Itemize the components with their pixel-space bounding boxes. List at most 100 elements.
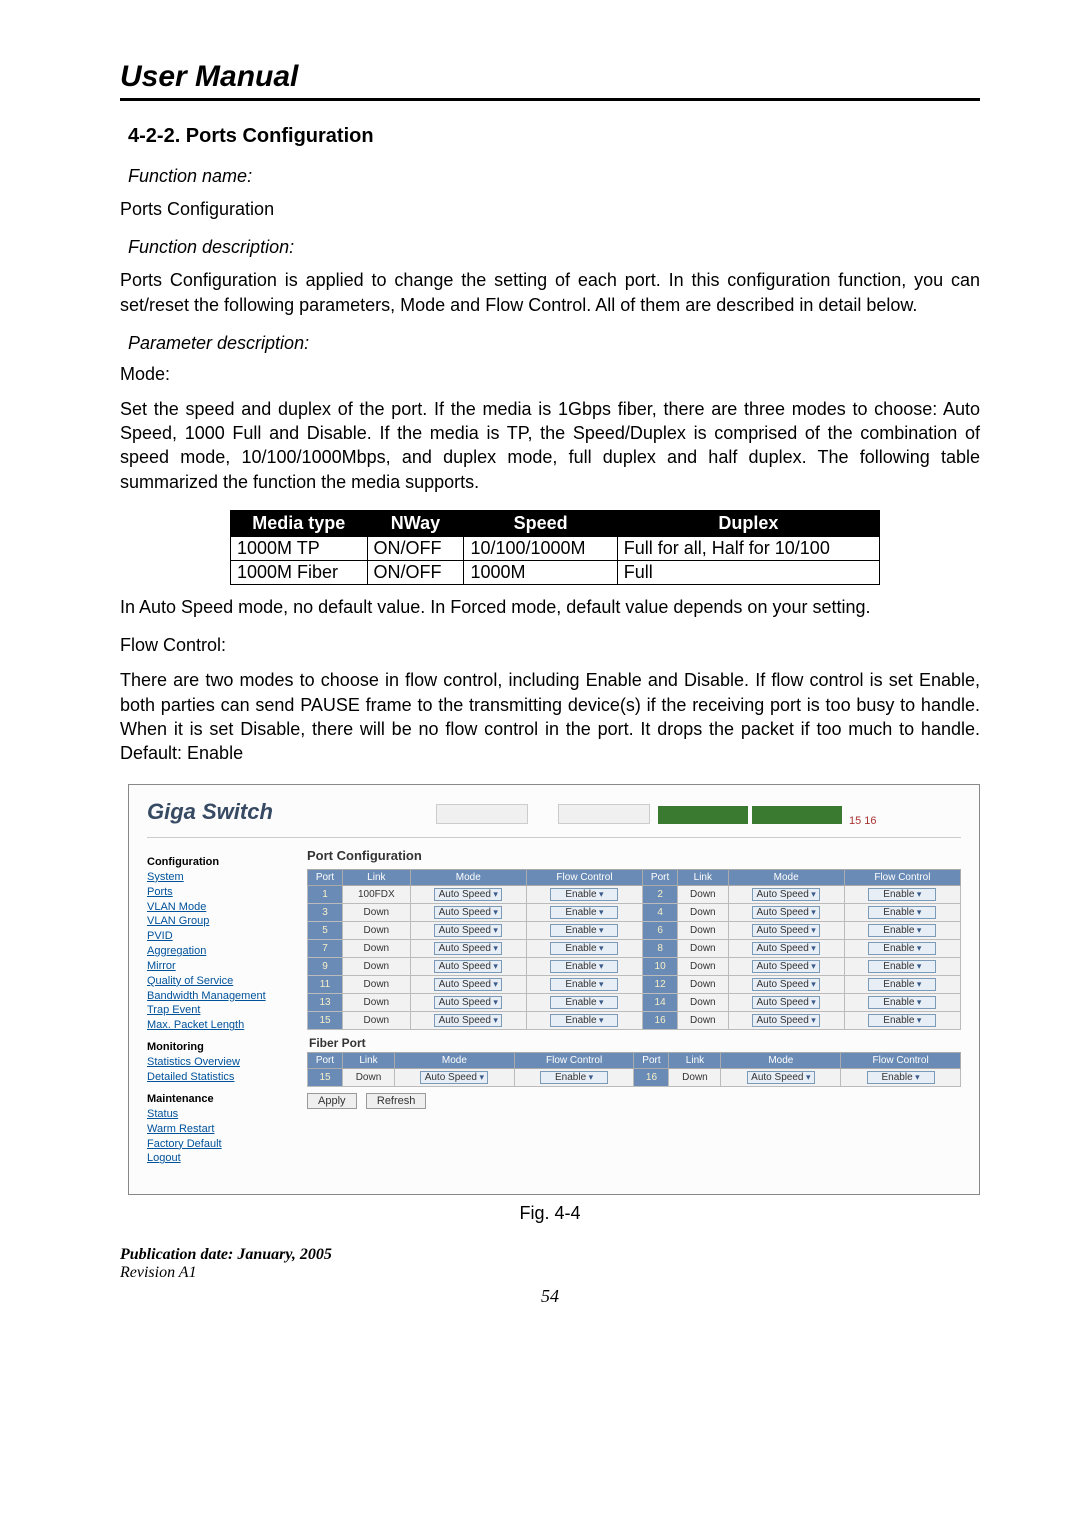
sidebar-link-max-packet[interactable]: Max. Packet Length	[147, 1018, 297, 1033]
mode-cell[interactable]: Auto Speed	[410, 993, 526, 1011]
port-number: 10	[643, 957, 678, 975]
main-area: Port Configuration Port Link Mode Flow C…	[307, 848, 961, 1109]
sidebar-link-mirror[interactable]: Mirror	[147, 959, 297, 974]
sidebar-link-ports[interactable]: Ports	[147, 885, 297, 900]
sidebar-link-vlan-mode[interactable]: VLAN Mode	[147, 900, 297, 915]
mode-cell[interactable]: Auto Speed	[728, 957, 844, 975]
revision: Revision A1	[120, 1264, 980, 1282]
link-cell: Down	[678, 885, 728, 903]
link-cell: Down	[343, 957, 411, 975]
mode-cell[interactable]: Auto Speed	[728, 903, 844, 921]
flow-cell[interactable]: Enable	[844, 993, 960, 1011]
port-row: 1100FDXAuto SpeedEnable2DownAuto SpeedEn…	[308, 885, 961, 903]
port-number: 7	[308, 939, 343, 957]
sidebar-link-aggregation[interactable]: Aggregation	[147, 944, 297, 959]
link-cell: Down	[678, 1011, 728, 1029]
flow-cell[interactable]: Enable	[844, 885, 960, 903]
port-row: 5DownAuto SpeedEnable6DownAuto SpeedEnab…	[308, 921, 961, 939]
sidebar-link-warm-restart[interactable]: Warm Restart	[147, 1122, 297, 1137]
mode-cell[interactable]: Auto Speed	[728, 885, 844, 903]
link-cell: Down	[343, 1068, 395, 1086]
link-cell: Down	[678, 903, 728, 921]
sidebar-maintenance-header: Maintenance	[147, 1093, 297, 1105]
flow-cell[interactable]: Enable	[526, 903, 642, 921]
sidebar-link-vlan-group[interactable]: VLAN Group	[147, 914, 297, 929]
mode-cell[interactable]: Auto Speed	[410, 903, 526, 921]
flow-cell[interactable]: Enable	[844, 939, 960, 957]
flow-cell[interactable]: Enable	[526, 921, 642, 939]
th-link: Link	[343, 1052, 395, 1068]
th-mode: Mode	[410, 869, 526, 885]
sidebar-link-status[interactable]: Status	[147, 1107, 297, 1122]
sidebar-link-trap-event[interactable]: Trap Event	[147, 1003, 297, 1018]
mode-cell[interactable]: Auto Speed	[721, 1068, 841, 1086]
screenshot-port-config: Giga Switch 15 16 Configuration System P…	[128, 784, 980, 1196]
th-port: Port	[308, 1052, 343, 1068]
th-mode: Mode	[721, 1052, 841, 1068]
flow-cell[interactable]: Enable	[526, 939, 642, 957]
port-number: 15	[308, 1068, 343, 1086]
th-mode: Mode	[728, 869, 844, 885]
mode-cell[interactable]: Auto Speed	[410, 885, 526, 903]
port-number: 11	[308, 975, 343, 993]
mode-cell[interactable]: Auto Speed	[728, 1011, 844, 1029]
port-number: 8	[643, 939, 678, 957]
flow-cell[interactable]: Enable	[526, 993, 642, 1011]
sidebar-link-detailed-stats[interactable]: Detailed Statistics	[147, 1070, 297, 1085]
flow-cell[interactable]: Enable	[526, 975, 642, 993]
mode-cell[interactable]: Auto Speed	[728, 993, 844, 1011]
sidebar-link-factory-default[interactable]: Factory Default	[147, 1137, 297, 1152]
apply-button[interactable]: Apply	[307, 1093, 357, 1109]
sidebar-link-stats-overview[interactable]: Statistics Overview	[147, 1055, 297, 1070]
port-row: 15DownAuto SpeedEnable16DownAuto SpeedEn…	[308, 1011, 961, 1029]
function-desc-label: Function description:	[128, 237, 980, 258]
media-cell: Full for all, Half for 10/100	[617, 537, 879, 561]
flow-cell[interactable]: Enable	[841, 1068, 961, 1086]
mode-cell[interactable]: Auto Speed	[410, 975, 526, 993]
mode-cell[interactable]: Auto Speed	[728, 975, 844, 993]
flow-cell[interactable]: Enable	[844, 1011, 960, 1029]
function-name-label: Function name:	[128, 166, 980, 187]
flow-cell[interactable]: Enable	[526, 1011, 642, 1029]
fiber-row: 15 Down Auto Speed Enable 16 Down Auto S…	[308, 1068, 961, 1086]
flow-cell[interactable]: Enable	[514, 1068, 634, 1086]
flow-cell[interactable]: Enable	[844, 921, 960, 939]
media-cell: 1000M TP	[231, 537, 368, 561]
sidebar-link-qos[interactable]: Quality of Service	[147, 974, 297, 989]
port-number: 16	[643, 1011, 678, 1029]
mode-cell[interactable]: Auto Speed	[410, 921, 526, 939]
th-port: Port	[634, 1052, 669, 1068]
port-number: 13	[308, 993, 343, 1011]
flow-cell[interactable]: Enable	[844, 957, 960, 975]
flow-cell[interactable]: Enable	[526, 885, 642, 903]
mode-cell[interactable]: Auto Speed	[410, 1011, 526, 1029]
mode-cell[interactable]: Auto Speed	[410, 939, 526, 957]
flow-cell[interactable]: Enable	[844, 975, 960, 993]
port-row: 13DownAuto SpeedEnable14DownAuto SpeedEn…	[308, 993, 961, 1011]
sidebar-link-bandwidth[interactable]: Bandwidth Management	[147, 989, 297, 1004]
port-number: 9	[308, 957, 343, 975]
port-number: 12	[643, 975, 678, 993]
mode-cell[interactable]: Auto Speed	[395, 1068, 515, 1086]
media-th-nway: NWay	[367, 511, 464, 537]
brand-label: Giga Switch	[147, 799, 273, 824]
mode-cell[interactable]: Auto Speed	[728, 921, 844, 939]
sidebar-link-pvid[interactable]: PVID	[147, 929, 297, 944]
sidebar-link-logout[interactable]: Logout	[147, 1151, 297, 1166]
th-flow: Flow Control	[526, 869, 642, 885]
flow-control-label: Flow Control:	[120, 635, 980, 656]
link-cell: Down	[669, 1068, 721, 1086]
link-cell: Down	[343, 903, 411, 921]
mode-cell[interactable]: Auto Speed	[410, 957, 526, 975]
flow-cell[interactable]: Enable	[844, 903, 960, 921]
sidebar: Configuration System Ports VLAN Mode VLA…	[147, 848, 297, 1166]
refresh-button[interactable]: Refresh	[366, 1093, 427, 1109]
port-row: 11DownAuto SpeedEnable12DownAuto SpeedEn…	[308, 975, 961, 993]
flow-cell[interactable]: Enable	[526, 957, 642, 975]
sidebar-link-system[interactable]: System	[147, 870, 297, 885]
port-number: 16	[634, 1068, 669, 1086]
th-port: Port	[308, 869, 343, 885]
media-cell: ON/OFF	[367, 537, 464, 561]
mode-cell[interactable]: Auto Speed	[728, 939, 844, 957]
link-cell: Down	[343, 939, 411, 957]
